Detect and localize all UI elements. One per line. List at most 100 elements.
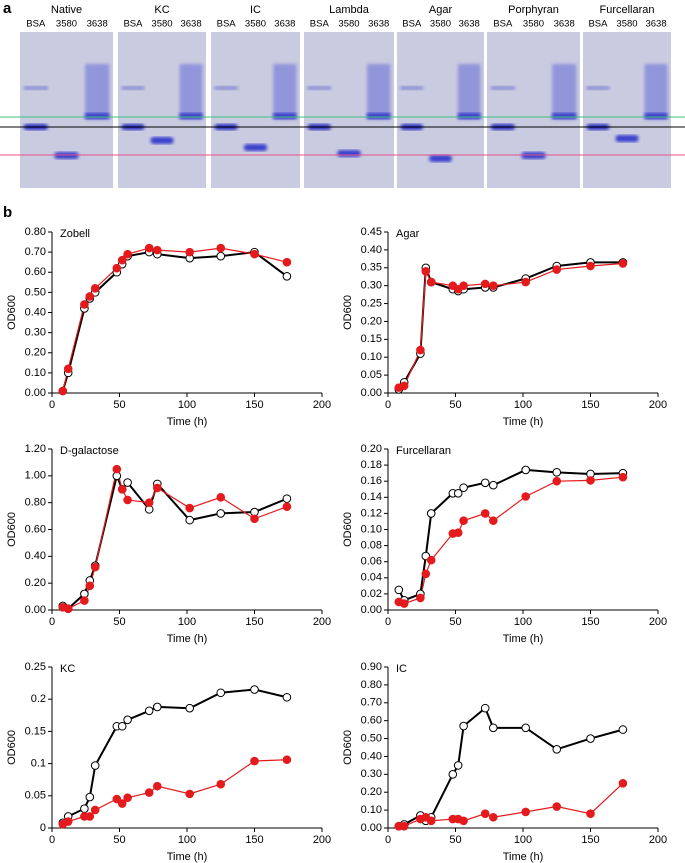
lane-label: BSA xyxy=(26,19,46,30)
x-tick-label: 200 xyxy=(649,834,667,846)
lane-label: 3580 xyxy=(430,19,451,30)
data-point xyxy=(185,247,194,257)
data-point xyxy=(489,480,498,490)
band xyxy=(337,150,361,157)
y-tick-label: 0.10 xyxy=(361,804,382,816)
data-point xyxy=(153,702,162,712)
data-point xyxy=(586,476,595,485)
y-tick-label: 0.04 xyxy=(361,572,382,584)
data-point xyxy=(426,555,436,565)
x-tick-label: 0 xyxy=(49,616,55,628)
x-tick-label: 100 xyxy=(514,399,532,411)
band xyxy=(552,113,577,119)
y-tick-label: 0.08 xyxy=(361,540,382,552)
data-point xyxy=(459,816,468,826)
y-tick-label: 0.30 xyxy=(361,280,382,292)
data-point xyxy=(250,756,259,766)
data-point xyxy=(521,492,531,501)
data-point xyxy=(144,788,154,797)
band xyxy=(179,113,203,119)
data-point xyxy=(618,472,628,482)
smear xyxy=(273,64,297,120)
data-point xyxy=(416,345,425,355)
x-tick-label: 50 xyxy=(449,616,461,628)
data-point xyxy=(90,284,100,293)
y-tick-label: 0.25 xyxy=(25,661,46,673)
data-point xyxy=(112,794,122,804)
smear xyxy=(552,64,577,120)
gel-title: KC xyxy=(154,4,169,16)
x-tick-label: 100 xyxy=(178,616,196,628)
band xyxy=(121,86,145,90)
y-tick-label: 0.00 xyxy=(25,387,46,399)
x-tick-label: 100 xyxy=(514,834,532,846)
data-point xyxy=(123,793,132,803)
y-tick-label: 0.20 xyxy=(361,786,382,798)
y-tick-label: 0.12 xyxy=(361,507,382,519)
data-point xyxy=(80,300,89,309)
y-tick-label: 0.60 xyxy=(25,266,46,278)
lane-label: 3638 xyxy=(87,19,108,30)
data-point xyxy=(282,755,292,765)
series-line xyxy=(62,247,288,392)
data-point xyxy=(250,514,259,524)
band xyxy=(214,86,238,90)
y-tick-label: 0.10 xyxy=(361,351,382,363)
y-tick-label: 0.80 xyxy=(361,679,382,691)
series-line xyxy=(61,251,288,392)
y-tick-label: 0.2 xyxy=(31,693,46,705)
data-point xyxy=(459,516,468,525)
smear xyxy=(457,64,481,120)
data-point xyxy=(480,809,490,818)
data-point xyxy=(552,744,562,754)
lane-label: 3580 xyxy=(245,19,266,30)
data-point xyxy=(459,721,468,731)
x-tick-label: 50 xyxy=(449,834,461,846)
data-point xyxy=(489,281,498,290)
data-point xyxy=(216,779,226,789)
data-point xyxy=(421,569,431,579)
y-tick-label: 0.00 xyxy=(361,604,382,616)
y-axis-label: OD600 xyxy=(342,295,354,330)
x-tick-label: 50 xyxy=(113,399,125,411)
x-tick-label: 200 xyxy=(649,616,667,628)
x-axis-label: Time (h) xyxy=(167,851,208,863)
x-tick-label: 200 xyxy=(313,834,331,846)
gel-title: Agar xyxy=(429,4,453,16)
data-point xyxy=(117,484,127,494)
data-point xyxy=(489,812,498,822)
data-point xyxy=(144,498,154,507)
data-point xyxy=(80,596,89,605)
x-axis-label: Time (h) xyxy=(503,416,544,428)
smear xyxy=(367,64,391,120)
data-point xyxy=(216,251,226,261)
x-tick-label: 0 xyxy=(49,834,55,846)
data-point xyxy=(480,279,490,289)
data-point xyxy=(153,483,162,493)
y-tick-label: 0.30 xyxy=(361,768,382,780)
data-point xyxy=(117,799,127,808)
y-tick-label: 0.10 xyxy=(361,523,382,535)
data-point xyxy=(459,281,468,290)
data-point xyxy=(282,502,292,511)
y-tick-label: 0.50 xyxy=(25,286,46,298)
band xyxy=(429,155,452,162)
smear xyxy=(644,64,668,120)
x-tick-label: 150 xyxy=(581,399,599,411)
lane-label: BSA xyxy=(588,19,608,30)
chart-title: Furcellaran xyxy=(396,445,451,457)
data-point xyxy=(85,812,95,821)
data-point xyxy=(521,807,531,817)
data-point xyxy=(586,734,595,743)
y-axis-label: OD600 xyxy=(342,730,354,765)
y-tick-label: 0.50 xyxy=(361,732,382,744)
band xyxy=(644,113,668,119)
y-tick-label: 0.20 xyxy=(25,577,46,589)
y-tick-label: 0.05 xyxy=(361,369,382,381)
data-point xyxy=(250,685,259,694)
data-point xyxy=(153,245,162,255)
data-point xyxy=(58,386,68,396)
data-point xyxy=(250,249,259,259)
data-point xyxy=(123,249,132,259)
y-tick-label: 0.25 xyxy=(361,297,382,309)
